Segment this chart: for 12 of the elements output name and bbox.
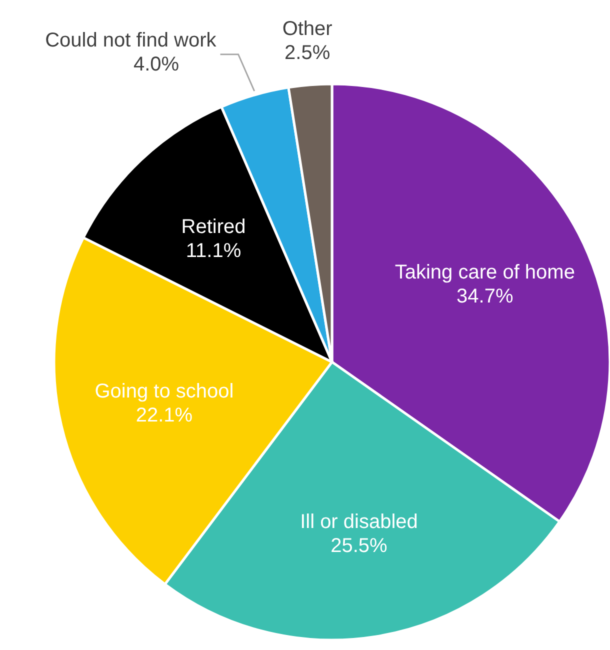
slice-label: Retired: [181, 216, 246, 238]
slice-label: Taking care of home: [394, 261, 575, 284]
slice-label: Could not find work: [45, 29, 218, 52]
slice-label: Ill or disabled: [300, 511, 418, 534]
data-label: 34.7%: [456, 285, 514, 308]
data-label: 22.1%: [136, 404, 193, 426]
data-label: 4.0%: [133, 53, 180, 76]
data-label: 11.1%: [186, 240, 242, 262]
data-label: 25.5%: [330, 535, 388, 558]
slice-label: Other: [282, 18, 333, 40]
data-label: 2.5%: [284, 42, 330, 64]
slice-label: Going to school: [94, 380, 234, 402]
